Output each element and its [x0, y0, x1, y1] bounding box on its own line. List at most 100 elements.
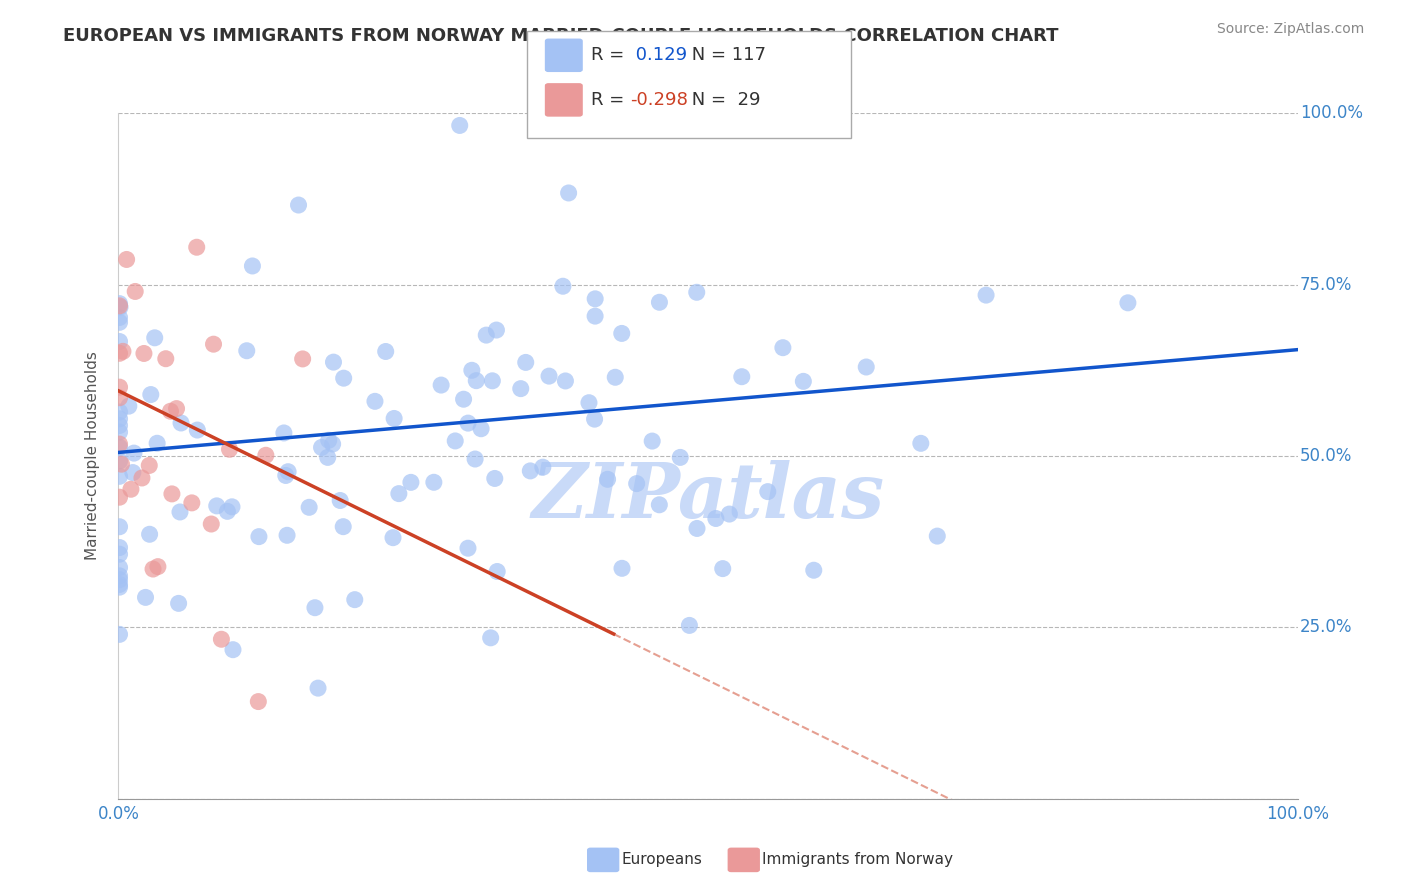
Point — [138, 527, 160, 541]
Point — [648, 295, 671, 310]
Point — [139, 387, 162, 401]
Point — [461, 363, 484, 377]
Text: 100.0%: 100.0% — [1301, 104, 1362, 122]
Y-axis label: Married-couple Households: Married-couple Households — [86, 351, 100, 560]
Point — [166, 401, 188, 416]
Point — [169, 505, 191, 519]
Text: 0.129: 0.129 — [630, 46, 688, 64]
Point — [686, 521, 709, 535]
Point — [557, 186, 579, 200]
Point — [304, 600, 326, 615]
Point — [111, 344, 134, 359]
Point — [718, 507, 741, 521]
Point — [146, 436, 169, 450]
Point — [159, 404, 181, 418]
Point — [180, 496, 202, 510]
Point — [108, 437, 131, 451]
Point — [108, 577, 131, 591]
Point — [247, 695, 270, 709]
Point — [578, 395, 600, 409]
Point — [160, 487, 183, 501]
Point — [298, 500, 321, 515]
Point — [209, 632, 232, 647]
Point — [108, 573, 131, 587]
Point — [122, 446, 145, 460]
Point — [704, 511, 727, 525]
Point — [108, 580, 131, 594]
Point — [519, 464, 541, 478]
Text: 50.0%: 50.0% — [1301, 447, 1353, 465]
Point — [475, 328, 498, 343]
Point — [115, 252, 138, 267]
Point — [205, 499, 228, 513]
Point — [108, 469, 131, 483]
Point — [1116, 295, 1139, 310]
Point — [142, 562, 165, 576]
Point — [465, 374, 488, 388]
Point — [138, 458, 160, 473]
Point — [274, 468, 297, 483]
Point — [254, 448, 277, 462]
Point — [307, 681, 329, 695]
Point — [108, 547, 131, 561]
Point — [855, 359, 877, 374]
Point — [318, 434, 340, 448]
Point — [430, 378, 453, 392]
Point — [485, 323, 508, 337]
Point — [974, 288, 997, 302]
Point — [481, 374, 503, 388]
Point — [509, 382, 531, 396]
Point — [108, 411, 131, 425]
Point — [583, 309, 606, 323]
Point — [277, 465, 299, 479]
Point — [221, 500, 243, 514]
Point — [686, 285, 709, 300]
Point — [108, 541, 131, 555]
Point — [610, 326, 633, 341]
Point — [792, 375, 814, 389]
Point — [170, 416, 193, 430]
Point — [343, 592, 366, 607]
Point — [121, 466, 143, 480]
Point — [186, 423, 208, 437]
Text: Immigrants from Norway: Immigrants from Norway — [762, 853, 953, 867]
Point — [464, 452, 486, 467]
Point — [803, 563, 825, 577]
Point — [364, 394, 387, 409]
Point — [222, 642, 245, 657]
Point — [678, 618, 700, 632]
Text: 75.0%: 75.0% — [1301, 276, 1353, 293]
Point — [108, 569, 131, 583]
Point — [596, 472, 619, 486]
Text: 25.0%: 25.0% — [1301, 618, 1353, 636]
Point — [108, 310, 131, 325]
Text: R =: R = — [591, 46, 630, 64]
Text: R =: R = — [591, 91, 630, 109]
Point — [236, 343, 259, 358]
Point — [731, 369, 754, 384]
Point — [276, 528, 298, 542]
Point — [186, 240, 208, 254]
Point — [218, 442, 240, 457]
Point — [444, 434, 467, 448]
Text: Europeans: Europeans — [621, 853, 703, 867]
Point — [382, 411, 405, 425]
Text: -0.298: -0.298 — [630, 91, 688, 109]
Point — [108, 560, 131, 574]
Point — [316, 450, 339, 465]
Point — [131, 471, 153, 485]
Point — [311, 441, 333, 455]
Point — [374, 344, 396, 359]
Point — [457, 416, 479, 430]
Point — [641, 434, 664, 448]
Point — [382, 531, 405, 545]
Point — [329, 493, 352, 508]
Point — [756, 484, 779, 499]
Point — [108, 334, 131, 349]
Point — [399, 475, 422, 490]
Point — [108, 520, 131, 534]
Point — [108, 425, 131, 439]
Text: N =  29: N = 29 — [686, 91, 761, 109]
Point — [287, 198, 309, 212]
Point — [108, 380, 131, 394]
